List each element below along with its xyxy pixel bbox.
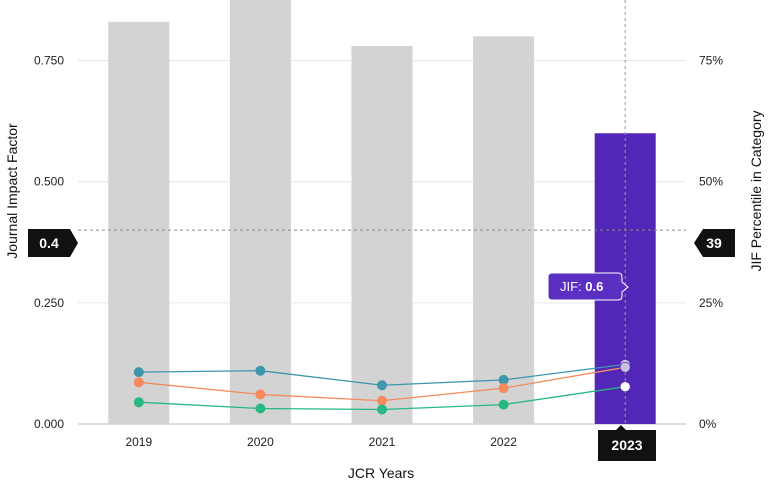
series-2-point bbox=[133, 397, 144, 408]
y-tick-label: 0.500 bbox=[34, 175, 64, 189]
bar-2020 bbox=[229, 0, 291, 424]
bar-2019 bbox=[108, 21, 170, 424]
y2-tick-label: 75% bbox=[699, 54, 723, 68]
x-axis-ticks: 2019 2020 2021 2022 bbox=[125, 435, 517, 449]
y-axis-title: Journal Impact Factor bbox=[4, 123, 20, 259]
left-value-badge: 0.4 bbox=[28, 229, 78, 257]
y2-axis-title: JIF Percentile in Category bbox=[748, 110, 764, 271]
bottom-year-badge: 2023 bbox=[598, 425, 656, 461]
bar-2021 bbox=[351, 46, 413, 424]
jif-tooltip: JIF: 0.6 bbox=[547, 272, 629, 301]
series-1-point bbox=[498, 383, 509, 394]
y2-axis-ticks: 0% 25% 50% 75% bbox=[699, 54, 723, 431]
series-2-point bbox=[619, 381, 631, 392]
tooltip-value: 0.6 bbox=[585, 279, 603, 294]
series-1-point bbox=[255, 389, 266, 400]
series-1-point bbox=[619, 362, 631, 373]
series-2-point bbox=[255, 403, 266, 414]
x-tick-label: 2019 bbox=[125, 435, 152, 449]
series-0-point bbox=[498, 374, 509, 385]
x-tick-label: 2020 bbox=[247, 435, 274, 449]
series-2-point bbox=[498, 399, 509, 410]
series-0-point bbox=[133, 367, 144, 378]
right-value-badge: 39 bbox=[694, 229, 735, 257]
y-tick-label: 0.250 bbox=[34, 296, 64, 310]
tooltip-prefix: JIF: bbox=[560, 279, 585, 294]
y2-tick-label: 0% bbox=[699, 417, 717, 431]
bars bbox=[108, 0, 656, 424]
x-axis-title: JCR Years bbox=[348, 465, 414, 481]
bottom-year-label: 2023 bbox=[611, 437, 642, 453]
series-1-point bbox=[133, 377, 144, 388]
series-0-point bbox=[255, 365, 266, 376]
left-value-label: 0.4 bbox=[39, 235, 59, 251]
crosshair bbox=[78, 0, 686, 424]
x-tick-label: 2021 bbox=[369, 435, 396, 449]
y-axis-ticks: 0.000 0.250 0.500 0.750 bbox=[34, 54, 64, 431]
right-value-label: 39 bbox=[706, 235, 722, 251]
tooltip-text: JIF: 0.6 bbox=[560, 279, 603, 294]
series-lines bbox=[133, 359, 631, 415]
series-1-point bbox=[377, 395, 387, 406]
y2-tick-label: 50% bbox=[699, 175, 723, 189]
series-0-point bbox=[377, 380, 387, 391]
y-tick-label: 0.750 bbox=[34, 54, 64, 68]
y2-tick-label: 25% bbox=[699, 296, 723, 310]
x-tick-label: 2022 bbox=[490, 435, 517, 449]
y-tick-label: 0.000 bbox=[34, 417, 64, 431]
crosshair-badges: 0.4 39 2023 bbox=[28, 229, 735, 461]
series-2-point bbox=[377, 404, 387, 415]
